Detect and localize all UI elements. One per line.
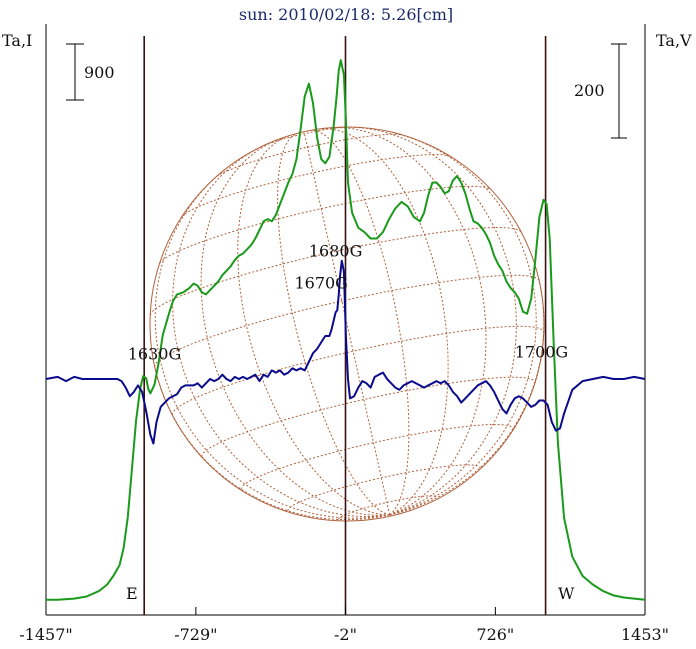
sun-grid-longitude (348, 126, 517, 516)
sun-grid-longitude (303, 131, 391, 515)
limb-label-east: E (126, 584, 138, 603)
x-ticks: -1457" -729" -2" 726" 1453" (19, 607, 669, 644)
field-annotation: 1680G (309, 241, 363, 260)
sun-grid-longitude (319, 128, 449, 516)
sun-grid-longitude (154, 366, 390, 521)
sun-grid-longitude (311, 129, 410, 516)
x-tick-label: -729" (174, 625, 217, 644)
x-tick-label: 726" (476, 625, 514, 644)
field-annotation: 1670G (294, 274, 348, 293)
sun-grid-latitude (216, 133, 403, 177)
sun-grid-longitude (154, 169, 390, 519)
field-annotation: 1630G (128, 345, 182, 364)
sun-grid-latitude (201, 376, 536, 457)
series-line-stokes-v (45, 259, 646, 445)
x-tick-label: -1457" (19, 625, 72, 644)
sun-grid-longitude (237, 135, 390, 516)
right-axis-label: Ta,V (656, 31, 692, 50)
sun-grid-latitude (154, 274, 540, 367)
series-layer (45, 59, 646, 601)
limb-label-west: W (558, 584, 575, 603)
sun-grid-latitude (171, 325, 545, 415)
sun-grid-longitude (200, 139, 390, 516)
chart-title: sun: 2010/02/18: 5.26[cm] (239, 5, 453, 24)
sun-grid-longitude (389, 280, 545, 516)
right-scale-bar: 200 (574, 43, 627, 139)
sun-grid-latitude (181, 154, 451, 217)
field-annotation: 1700G (515, 343, 569, 362)
left-scale-bar: 900 (66, 43, 115, 101)
sun-grid-latitude (287, 464, 481, 511)
left-axis-label: Ta,I (2, 31, 32, 50)
sun-grid-longitude (332, 127, 487, 516)
annotations: 1630G 1680G 1670G 1700G (128, 241, 568, 363)
series-line-stokes-i (46, 59, 646, 601)
sun-grid-latitude (240, 424, 514, 490)
sun-limb (149, 126, 545, 522)
left-scale-bar-label: 900 (84, 63, 115, 82)
sun-disk-grid (149, 126, 545, 522)
x-tick-label: 1453" (621, 625, 669, 644)
x-tick-label: -2" (334, 625, 357, 644)
sun-grid-latitude (260, 126, 350, 148)
sun-grid-longitude (172, 145, 390, 517)
sun-grid-latitude (159, 185, 492, 264)
sun-grid-longitude (389, 131, 537, 516)
right-scale-bar-label: 200 (574, 81, 605, 100)
